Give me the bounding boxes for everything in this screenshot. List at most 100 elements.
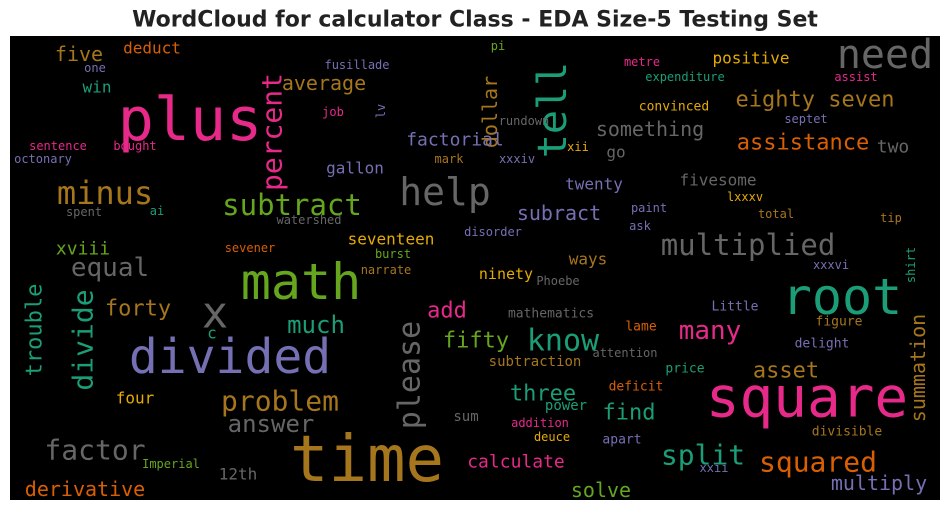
word: help <box>399 170 491 214</box>
word: root <box>782 268 902 326</box>
word: forty <box>105 297 171 322</box>
word: octonary <box>14 152 72 166</box>
word: factorial <box>406 130 504 151</box>
word: sum <box>453 409 478 425</box>
word: ninety <box>479 265 533 283</box>
word: burst <box>375 247 411 261</box>
word: xxxvi <box>813 258 849 272</box>
word: metre <box>624 55 660 69</box>
word: answer <box>228 410 315 438</box>
word: x <box>202 288 229 339</box>
word: divided <box>129 329 331 385</box>
word: three <box>510 382 576 407</box>
word: Phoebe <box>536 274 579 288</box>
word: tell <box>530 62 576 158</box>
word: convinced <box>639 100 709 115</box>
word: five <box>55 42 103 66</box>
word: minus <box>57 174 153 212</box>
word: watershed <box>276 213 341 227</box>
word: eighty seven <box>736 88 895 113</box>
word: price <box>665 362 704 377</box>
word: multiplied <box>661 228 836 262</box>
word: ask <box>629 219 651 233</box>
word: seventeen <box>348 230 435 249</box>
word: attention <box>592 346 657 360</box>
word: subract <box>517 201 601 225</box>
word: xii <box>567 140 589 154</box>
word: fivesome <box>679 171 756 190</box>
word: solve <box>571 478 631 502</box>
word: ai <box>150 204 164 218</box>
word: mathematics <box>508 307 594 322</box>
word: one <box>84 61 106 75</box>
word: mark <box>435 152 465 166</box>
word: apart <box>602 433 641 448</box>
word: Imperial <box>142 457 200 471</box>
word: math <box>241 253 361 311</box>
word: calculate <box>467 452 565 473</box>
word: lv <box>374 104 388 118</box>
word: percent <box>256 73 289 191</box>
word: add <box>427 299 467 324</box>
word: job <box>322 105 344 119</box>
word: xxxiv <box>499 152 535 166</box>
word-cloud: plus time square divided math root need helptel… <box>14 32 933 502</box>
word: Little <box>712 300 759 315</box>
word: twenty <box>565 175 623 194</box>
word: divisible <box>812 425 883 440</box>
word: tip <box>880 211 902 225</box>
word: plus <box>118 85 263 155</box>
cloud-background <box>10 36 940 500</box>
word: go <box>606 143 625 162</box>
word: time <box>290 423 444 497</box>
word: split <box>661 439 745 472</box>
word: something <box>596 117 704 141</box>
word: expenditure <box>645 70 724 84</box>
word: shirt <box>904 247 918 283</box>
word: equal <box>71 253 149 283</box>
word: average <box>282 71 366 95</box>
word: need <box>837 32 933 78</box>
word: lame <box>625 320 656 335</box>
word: bought <box>113 139 156 153</box>
word: positive <box>712 49 789 68</box>
word: find <box>603 401 656 426</box>
word: figure <box>816 315 863 330</box>
word: rundown <box>499 114 550 128</box>
word: sentence <box>29 139 87 153</box>
word: addition <box>511 416 569 430</box>
word: four <box>116 389 155 408</box>
word: deuce <box>534 430 570 444</box>
word: summation <box>906 314 930 422</box>
word: dollar <box>478 76 502 148</box>
word: deficit <box>609 380 664 395</box>
word: please <box>393 321 428 429</box>
word: ways <box>569 250 608 269</box>
word: deduct <box>123 39 181 58</box>
word: fusillade <box>324 58 389 72</box>
word: lxxxv <box>727 190 763 204</box>
word: pi <box>491 39 505 53</box>
word: many <box>679 316 742 346</box>
word: septet <box>784 112 827 126</box>
word: power <box>545 398 587 414</box>
word: narrate <box>361 263 412 277</box>
word: problem <box>221 385 339 418</box>
word: delight <box>795 337 850 352</box>
word: xxii <box>700 461 729 475</box>
word: 12th <box>219 465 258 484</box>
word: derivative <box>25 477 145 501</box>
word: trouble <box>23 284 48 377</box>
word: divide <box>67 289 100 390</box>
word: much <box>287 311 345 339</box>
word: win <box>83 78 112 97</box>
word: fifty <box>443 329 509 354</box>
word: multiply <box>831 471 927 495</box>
word: assist <box>834 70 877 84</box>
word: spent <box>66 205 102 219</box>
word: xviii <box>56 239 110 260</box>
word: gallon <box>326 159 384 178</box>
word: square <box>706 366 908 431</box>
word: asset <box>753 359 819 384</box>
